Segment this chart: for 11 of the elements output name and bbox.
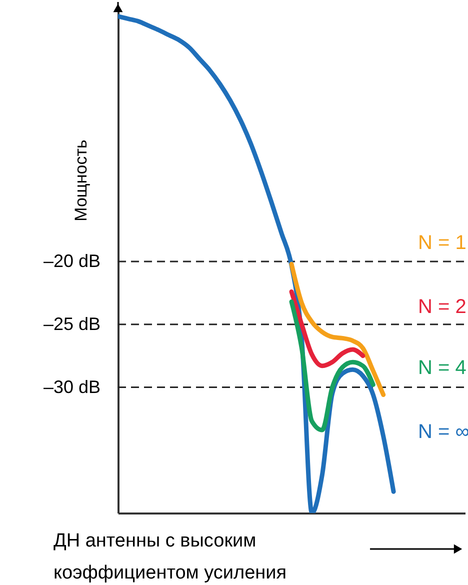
y-tick-label: –20 dB xyxy=(43,251,100,271)
text: N = 1 xyxy=(418,232,466,254)
line-series xyxy=(289,262,386,398)
y-tick-label: –30 dB xyxy=(43,376,100,397)
line-series xyxy=(289,289,366,368)
y-tick-label: –25 dB xyxy=(43,314,100,334)
y-axis-title: Мощность xyxy=(72,139,90,222)
line-series xyxy=(289,299,376,432)
text: N = 4 xyxy=(418,357,466,379)
x-axis-title: ДН антенны с высоким коэффициентом усиления xyxy=(54,530,287,584)
text: N = 2 xyxy=(418,296,466,318)
